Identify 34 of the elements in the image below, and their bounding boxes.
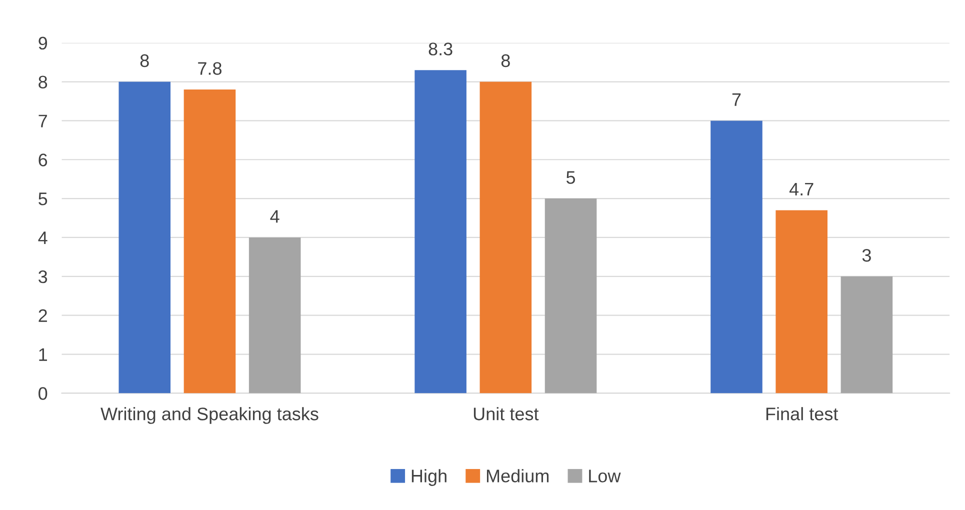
bar: [710, 120, 762, 394]
bar: [840, 276, 893, 394]
y-tick-label: 7: [38, 114, 47, 128]
bar: [118, 82, 171, 394]
y-tick-label: 6: [38, 154, 48, 166]
bar: [184, 90, 236, 394]
y-tick-label: 0: [38, 387, 48, 400]
legend-label: Medium: [486, 469, 549, 482]
x-tick-label: Writing and Speaking tasks: [100, 407, 318, 424]
data-label: 5: [566, 171, 576, 184]
bar: [776, 210, 828, 394]
bar: [248, 237, 301, 394]
y-tick-label: 5: [38, 192, 48, 206]
x-tick-label: Unit test: [474, 407, 539, 420]
y-tick-label: 2: [38, 309, 47, 322]
data-label: 8.3: [428, 42, 452, 56]
legend-label: Low: [589, 470, 621, 482]
y-tick-label: 4: [38, 232, 48, 244]
legend-label: High: [412, 469, 446, 486]
data-label: 7.8: [198, 62, 222, 75]
data-label: 4.7: [789, 182, 814, 196]
x-tick-label: Final test: [766, 407, 838, 420]
data-label: 7: [732, 93, 741, 106]
y-tick-label: 8: [38, 76, 48, 88]
y-tick-label: 3: [38, 270, 48, 284]
data-label: 4: [270, 210, 280, 223]
y-tick-label: 1: [39, 348, 47, 361]
bar: [544, 198, 597, 394]
bar: [480, 82, 532, 394]
data-label: 8: [501, 54, 510, 68]
data-label: 3: [862, 248, 871, 262]
y-tick-label: 9: [38, 36, 48, 50]
bar: [414, 70, 466, 394]
data-label: 8: [140, 54, 149, 68]
